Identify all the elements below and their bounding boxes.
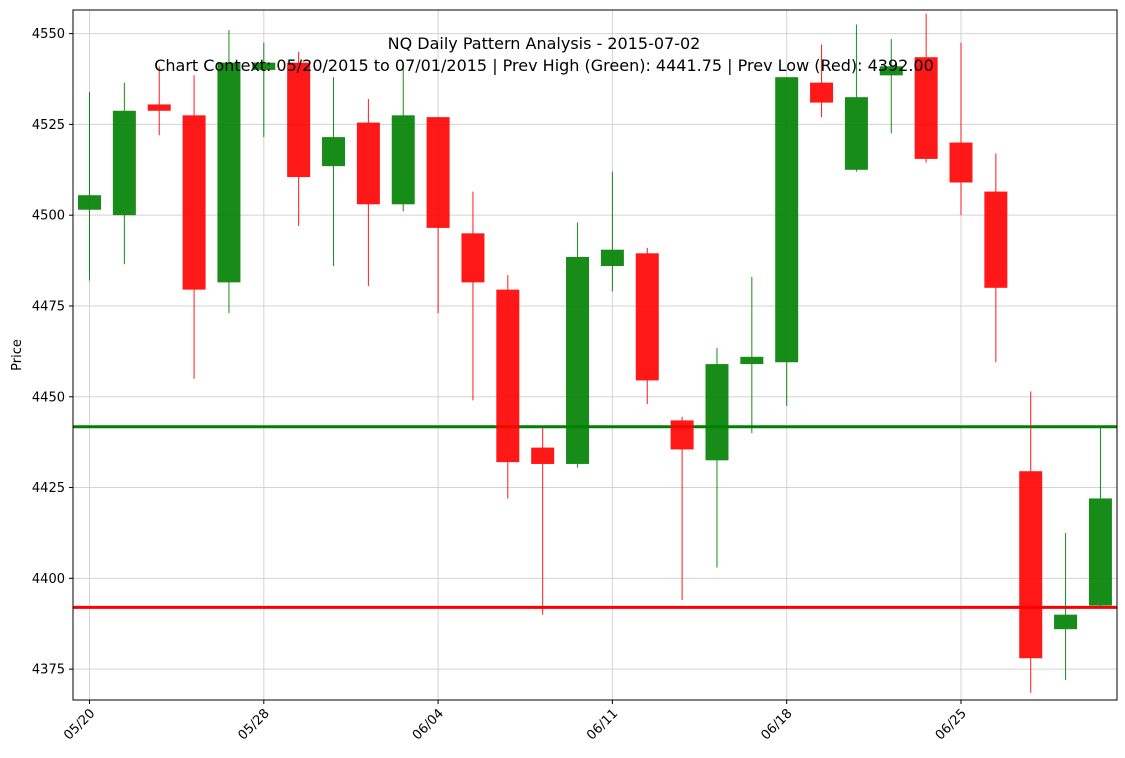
candle-body	[705, 364, 728, 460]
candle-body	[217, 63, 240, 283]
y-tick-label: 4400	[32, 572, 65, 587]
candle-body	[496, 290, 519, 463]
candle-body	[1019, 471, 1042, 658]
candle-body	[427, 117, 450, 228]
y-tick-label: 4525	[32, 118, 65, 133]
candle-body	[531, 448, 554, 464]
chart-subtitle: Chart Context: 05/20/2015 to 07/01/2015 …	[154, 56, 934, 75]
candle-body	[740, 357, 763, 364]
chart-title: NQ Daily Pattern Analysis - 2015-07-02	[388, 34, 701, 53]
y-axis-label: Price	[10, 339, 25, 371]
candle	[775, 77, 798, 406]
candle-body	[183, 115, 206, 289]
y-tick-label: 4425	[32, 481, 65, 496]
y-tick-label: 4500	[32, 209, 65, 224]
y-tick-label: 4450	[32, 390, 65, 405]
candle-body	[810, 83, 833, 103]
candle-body	[601, 250, 624, 266]
candle-body	[357, 123, 380, 205]
candle-body	[636, 253, 659, 380]
y-tick-label: 4550	[32, 27, 65, 42]
candle-body	[392, 115, 415, 204]
candle-body	[1089, 498, 1112, 605]
candle-body	[78, 195, 101, 210]
candle-body	[287, 63, 310, 177]
candle-body	[1054, 615, 1077, 630]
candle-body	[566, 257, 589, 464]
candle-body	[671, 420, 694, 449]
candle-body	[845, 97, 868, 170]
candle-body	[775, 77, 798, 362]
y-tick-label: 4375	[32, 663, 65, 678]
candle-body	[461, 233, 484, 282]
candle-body	[322, 137, 345, 166]
y-tick-label: 4475	[32, 299, 65, 314]
candle-body	[984, 192, 1007, 288]
candle-body	[113, 111, 136, 215]
candle	[566, 222, 589, 467]
candle-body	[148, 104, 171, 110]
candle-body	[950, 143, 973, 183]
